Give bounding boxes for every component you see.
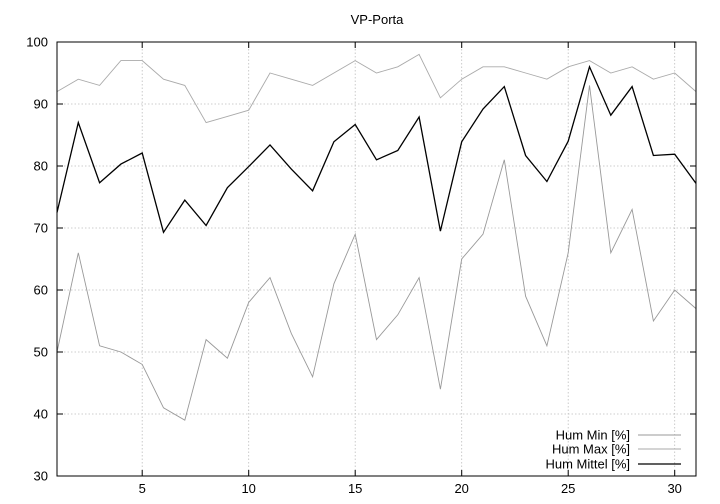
series-line-hum-max (56, 53, 697, 124)
legend: Hum Min [%]Hum Max [%]Hum Mittel [%] (545, 428, 681, 472)
legend-label: Hum Mittel [%] (545, 457, 630, 472)
grid (57, 42, 696, 476)
y-tick-label: 90 (34, 97, 48, 112)
axes: 30 40 50 60 70 80 90 100 5 10 15 20 25 30 (26, 35, 696, 496)
y-tick-label: 60 (34, 283, 48, 298)
legend-label: Hum Max [%] (552, 442, 630, 457)
y-tick-label: 100 (26, 35, 48, 50)
y-tick-label: 50 (34, 345, 48, 360)
x-tick-label: 20 (454, 481, 468, 496)
plot-area (56, 41, 697, 477)
y-tick-label: 70 (34, 221, 48, 236)
series-lines (56, 53, 697, 421)
x-tick-label: 30 (667, 481, 681, 496)
y-tick-label: 40 (34, 407, 48, 422)
legend-label: Hum Min [%] (556, 428, 630, 443)
chart-title: VP-Porta (351, 12, 405, 27)
y-tick-label: 80 (34, 159, 48, 174)
series-line-hum-min (56, 85, 697, 421)
x-tick-label: 5 (139, 481, 146, 496)
x-tick-label: 25 (561, 481, 575, 496)
series-line-hum-mittel (56, 64, 697, 234)
x-tick-label: 10 (241, 481, 255, 496)
x-tick-label: 15 (348, 481, 362, 496)
y-tick-label: 30 (34, 469, 48, 484)
